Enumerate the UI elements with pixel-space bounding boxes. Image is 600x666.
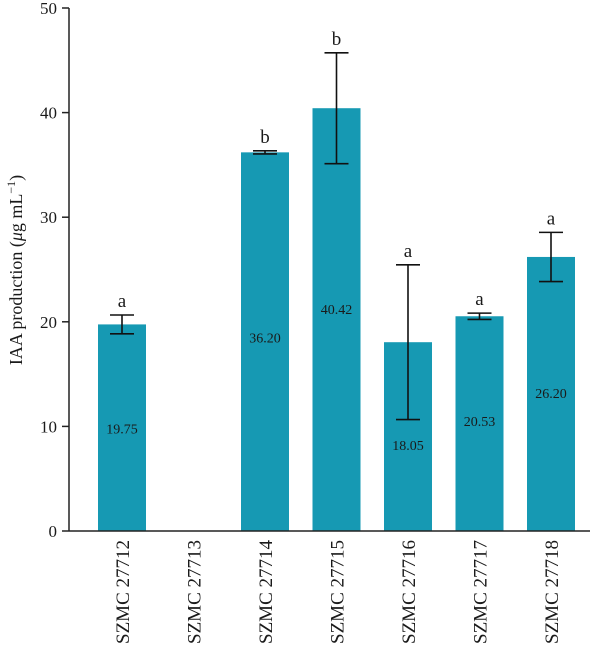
error-bars xyxy=(110,51,563,421)
bar xyxy=(98,324,146,531)
category-label: SZMC 27713 xyxy=(185,540,206,644)
y-tick-label: 40 xyxy=(40,104,57,123)
error-bar xyxy=(396,263,420,421)
significance-letter: b xyxy=(260,127,270,148)
bar-value-label: 19.75 xyxy=(106,422,138,437)
bar-value-label: 36.20 xyxy=(249,331,281,346)
y-tick-label: 10 xyxy=(40,417,57,436)
y-tick-label: 50 xyxy=(40,0,57,18)
category-label: SZMC 27716 xyxy=(399,540,420,644)
category-labels: SZMC 27712 SZMC 27713 SZMC 27714 SZMC 27715… xyxy=(113,540,563,644)
bar xyxy=(241,152,289,531)
error-bar xyxy=(539,231,563,283)
data-labels: 19.75 36.20 40.42 18.05 20.53 26.20 xyxy=(106,303,567,454)
significance-letter: a xyxy=(547,208,556,229)
significance-letter: a xyxy=(404,241,413,262)
category-label: SZMC 27717 xyxy=(471,540,492,644)
axes xyxy=(68,8,590,532)
bar xyxy=(312,108,361,532)
y-tick-label: 30 xyxy=(40,208,57,227)
significance-letters: a b b a a a xyxy=(118,29,556,312)
bar-value-label: 20.53 xyxy=(464,415,496,430)
bar xyxy=(527,256,575,531)
bar-value-label: 26.20 xyxy=(535,387,567,402)
error-bar xyxy=(253,149,277,155)
y-ticks: 0 10 20 30 40 50 xyxy=(40,0,69,541)
error-bar xyxy=(324,51,349,165)
bar-value-label: 18.05 xyxy=(392,439,424,454)
error-bar xyxy=(467,312,492,321)
bar xyxy=(455,316,504,531)
y-tick-label: 0 xyxy=(49,522,58,541)
significance-letter: a xyxy=(118,291,127,312)
category-label: SZMC 27715 xyxy=(328,540,349,644)
category-label: SZMC 27714 xyxy=(256,540,277,644)
y-tick-label: 20 xyxy=(40,313,57,332)
bar-value-label: 40.42 xyxy=(321,303,353,318)
error-bar xyxy=(110,314,134,335)
category-label: SZMC 27718 xyxy=(542,540,563,644)
category-label: SZMC 27712 xyxy=(113,540,134,644)
significance-letter: a xyxy=(475,289,484,310)
bars xyxy=(98,108,575,532)
y-axis-label: IAA production (μg mL−1) xyxy=(4,175,27,365)
significance-letter: b xyxy=(332,29,342,50)
